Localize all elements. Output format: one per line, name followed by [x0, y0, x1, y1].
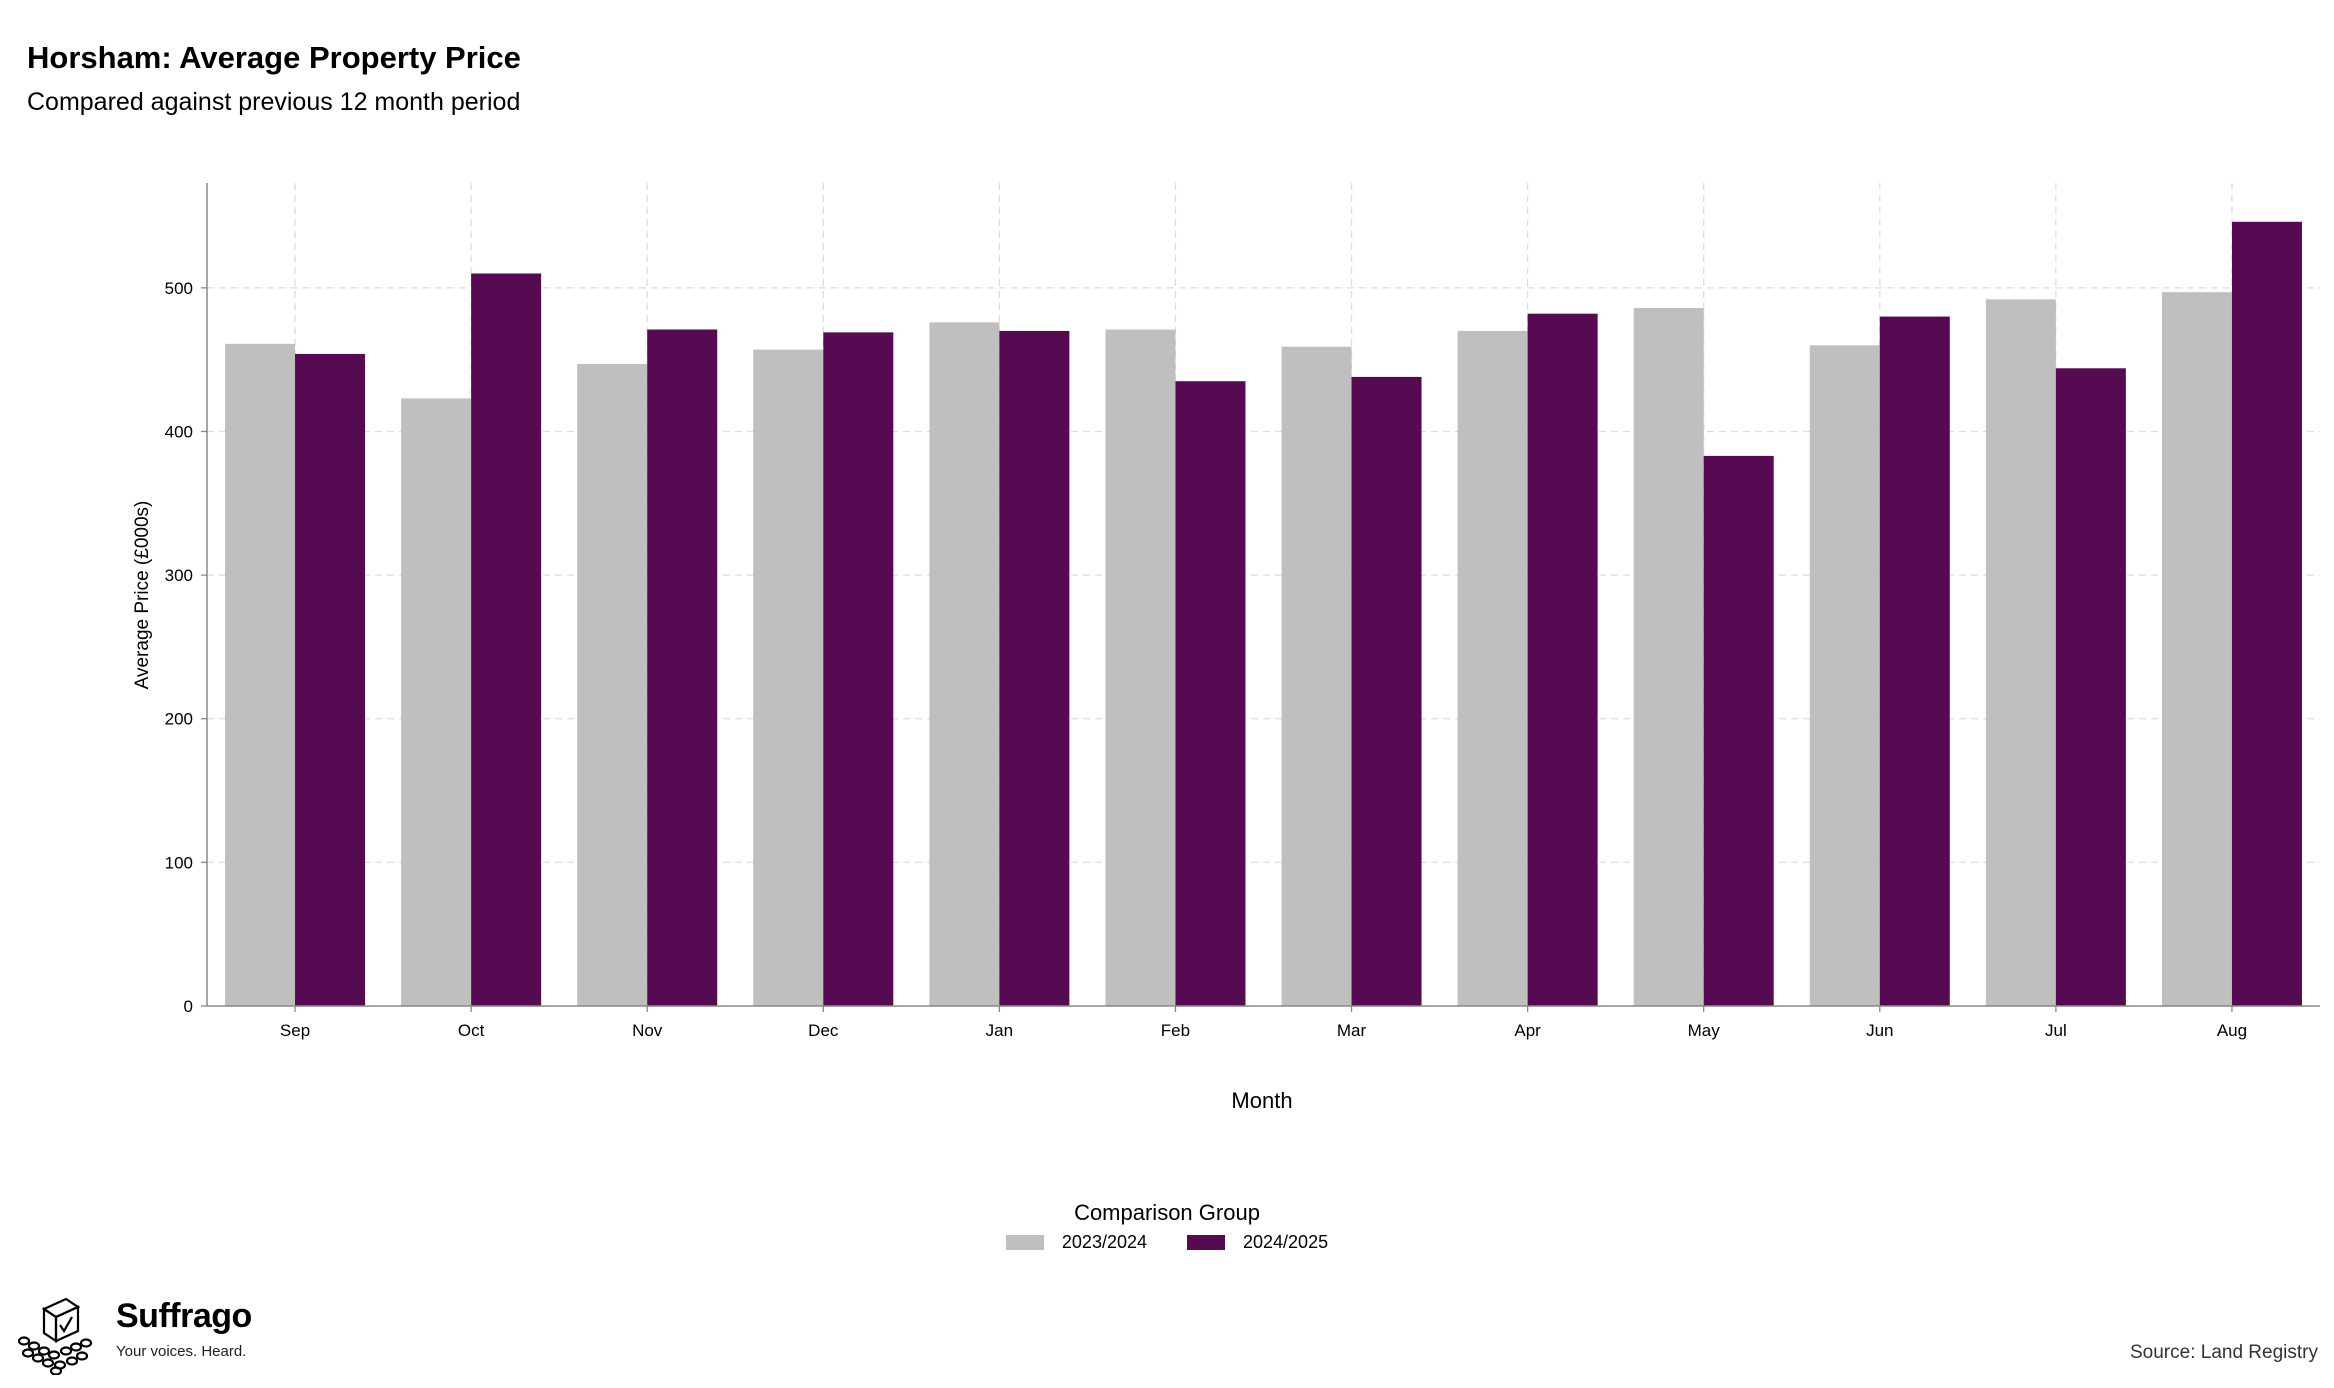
bar-chart: 0 100 200 300 400 500 Sep Oct Nov Dec Jan Feb Mar Apr…	[132, 183, 2320, 1113]
bar-2024-2025-oct	[471, 273, 542, 1006]
bar-2023-2024-dec	[753, 349, 824, 1006]
legend-swatch	[1005, 1235, 1044, 1250]
bar-2024-2025-sep	[295, 353, 366, 1007]
x-tick-label: Aug	[2217, 1021, 2247, 1040]
x-tick-label: Sep	[280, 1021, 310, 1040]
bar-2023-2024-jun	[1809, 345, 1880, 1007]
x-axis-label: Month	[1231, 1088, 1292, 1113]
bar-2023-2024-mar	[1281, 346, 1352, 1006]
legend-title: Comparison Group	[1074, 1200, 1260, 1225]
legend-label: 2024/2025	[1243, 1232, 1329, 1252]
source-note: Source: Land Registry	[2130, 1342, 2318, 1363]
bar-2024-2025-feb	[1175, 381, 1246, 1006]
bar-2024-2025-mar	[1351, 376, 1422, 1006]
bar-2023-2024-may	[1633, 307, 1704, 1006]
x-tick-label: Mar	[1337, 1021, 1367, 1040]
brand-name: Suffrago	[116, 1297, 252, 1335]
bar-2024-2025-jan	[999, 330, 1070, 1006]
brand-logo: Suffrago Your voices. Heard.	[14, 1295, 252, 1375]
y-tick-label: 100	[165, 853, 193, 872]
legend-item-2024-2025: 2024/2025	[1187, 1232, 1328, 1253]
x-tick-label: Apr	[1514, 1021, 1541, 1040]
x-tick-label: Nov	[632, 1021, 663, 1040]
bar-2024-2025-aug	[2231, 221, 2302, 1007]
bar-2024-2025-dec	[823, 332, 894, 1006]
x-tick-label: Jan	[986, 1021, 1013, 1040]
bars	[225, 221, 2302, 1007]
bar-2024-2025-apr	[1527, 313, 1598, 1006]
bar-2024-2025-nov	[647, 329, 718, 1006]
x-tick-label: Oct	[458, 1021, 485, 1040]
ballot-box-icon	[17, 1297, 93, 1375]
bar-2023-2024-jan	[929, 322, 1000, 1006]
chart-title: Horsham: Average Property Price	[27, 40, 521, 75]
bar-2023-2024-aug	[2161, 292, 2232, 1006]
legend: Comparison Group 2023/2024 2024/2025	[0, 1200, 2334, 1253]
legend-label: 2023/2024	[1061, 1232, 1147, 1252]
x-tick-label: Feb	[1161, 1021, 1190, 1040]
y-tick-label: 200	[165, 710, 193, 729]
x-tick-label: Jul	[2045, 1021, 2067, 1040]
brand-text: Suffrago Your voices. Heard.	[116, 1299, 252, 1360]
y-tick-label: 300	[165, 566, 193, 585]
legend-items: 2023/2024 2024/2025	[0, 1232, 2334, 1253]
bar-2023-2024-nov	[577, 363, 648, 1006]
axes: 0 100 200 300 400 500 Sep Oct Nov Dec Jan Feb Mar Apr…	[165, 183, 2320, 1040]
bar-2024-2025-jul	[2055, 368, 2126, 1006]
y-tick-label: 500	[165, 279, 193, 298]
bar-2023-2024-feb	[1105, 329, 1176, 1006]
bar-2023-2024-oct	[401, 398, 472, 1006]
bar-2023-2024-jul	[1985, 299, 2056, 1006]
brand-tagline: Your voices. Heard.	[116, 1343, 247, 1360]
x-tick-label: Dec	[808, 1021, 839, 1040]
y-axis-label: Average Price (£000s)	[132, 501, 153, 690]
bar-2023-2024-apr	[1457, 330, 1528, 1006]
legend-item-2023-2024: 2023/2024	[1005, 1232, 1147, 1253]
chart-subtitle: Compared against previous 12 month perio…	[27, 88, 521, 116]
legend-swatch	[1187, 1235, 1225, 1250]
x-tick-label: May	[1688, 1021, 1721, 1040]
y-tick-label: 400	[165, 422, 193, 441]
y-tick-label: 0	[184, 997, 193, 1016]
x-tick-label: Jun	[1866, 1021, 1893, 1040]
bar-2024-2025-may	[1703, 455, 1774, 1006]
bar-2023-2024-sep	[225, 343, 296, 1007]
bar-2024-2025-jun	[1879, 316, 1950, 1006]
